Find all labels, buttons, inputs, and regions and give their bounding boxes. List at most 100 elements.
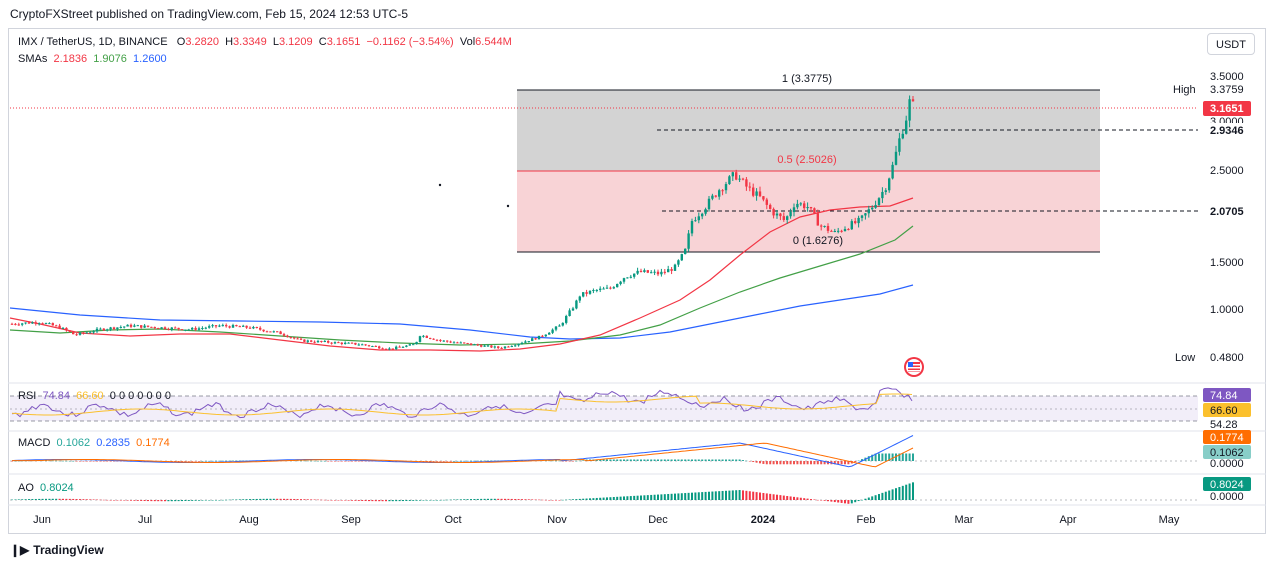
ao-bar [286, 498, 289, 500]
candlestick-series [10, 95, 915, 351]
macd-bar [75, 461, 78, 462]
macd-bar [296, 460, 299, 462]
ao-bar [24, 499, 27, 500]
candle-body [582, 292, 585, 297]
candle-body [473, 344, 476, 346]
tradingview-logo[interactable]: ❙▶ TradingView [10, 543, 104, 557]
macd-bar [650, 459, 653, 461]
macd-bar [351, 461, 353, 462]
macd-legend[interactable]: MACD 0.1062 0.2835 0.1774 [18, 437, 170, 449]
ao-bar [252, 499, 255, 500]
ao-bar [82, 499, 85, 500]
candle-body [626, 277, 629, 279]
ao-bar [106, 499, 109, 501]
ao-bar [48, 498, 51, 500]
ao-bar [585, 498, 588, 500]
ao-bar [113, 500, 115, 501]
macd-bar [334, 461, 336, 462]
candle-body [412, 344, 415, 346]
ao-bar [31, 499, 34, 500]
ao-bar [446, 499, 449, 501]
ao-bar [92, 499, 95, 500]
ao-bar [670, 493, 673, 500]
ao-bar [759, 492, 761, 500]
candle-body [507, 346, 510, 348]
macd-bar [473, 460, 476, 462]
ao-histogram [11, 482, 914, 504]
candle-body [843, 229, 847, 232]
candle-body [140, 325, 143, 328]
candle-body [687, 233, 690, 249]
macd-bar [680, 459, 683, 461]
ao-bar [412, 500, 415, 501]
macd-bar [62, 460, 64, 462]
candle-body [643, 270, 646, 272]
sma-label[interactable]: SMAs [18, 53, 48, 65]
macd-bar [759, 461, 761, 464]
macd-bar [218, 460, 221, 462]
ao-bar [871, 496, 874, 500]
ao-bar [419, 500, 421, 501]
rsi-legend[interactable]: RSI 74.84 66.60 0 0 0 0 0 0 0 [18, 390, 171, 402]
ao-bar [772, 494, 775, 500]
candle-body [129, 324, 133, 327]
ao-bar [187, 500, 190, 501]
candle-body [446, 340, 449, 342]
candle-body [289, 337, 292, 339]
candle-body [327, 340, 330, 343]
candle-body [609, 287, 612, 289]
ao-bar [140, 500, 143, 501]
ao-bar [612, 497, 615, 500]
macd-bar [891, 453, 894, 461]
high-value-box [1203, 82, 1253, 96]
ao-bar [480, 498, 483, 500]
ao-bar [483, 498, 486, 500]
macd-bar [677, 459, 680, 461]
time-tick: Sep [341, 514, 361, 526]
time-axis[interactable]: Jun Jul Aug Sep Oct Nov Dec 2024 Feb Mar… [33, 514, 1180, 526]
macd-hist-value: 0.1062 [56, 437, 91, 449]
candle-body [85, 332, 88, 334]
candle-body [194, 327, 197, 330]
candle-body [480, 345, 483, 347]
macd-bar [106, 461, 109, 462]
candle-body [357, 344, 360, 346]
macd-bar [728, 459, 731, 461]
ao-bar [629, 496, 632, 500]
ao-bar [432, 500, 435, 501]
macd-bar [657, 459, 659, 461]
macd-bar [344, 461, 347, 462]
candle-body [204, 327, 207, 329]
candle-body [568, 310, 571, 317]
candle-body [667, 269, 670, 273]
ao-bar [555, 500, 557, 501]
ao-bar [837, 500, 840, 503]
ao-bar [41, 498, 44, 500]
ao-bar [844, 500, 846, 504]
symbol-name[interactable]: IMX / TetherUS, 1D, BINANCE [18, 36, 168, 48]
macd-bar [306, 460, 309, 462]
candle-body [677, 260, 680, 265]
ao-legend[interactable]: AO 0.8024 [18, 482, 74, 494]
candle-body [187, 329, 190, 331]
macd-bar [623, 459, 625, 461]
macd-bar [204, 460, 207, 462]
macd-bar [765, 461, 768, 465]
ao-bar [888, 490, 891, 500]
candle-body [58, 325, 61, 329]
macd-bar [490, 460, 493, 462]
candle-body [459, 342, 462, 344]
macd-bar [653, 459, 656, 461]
candle-body [592, 290, 595, 292]
candle-body [684, 248, 687, 255]
candle-body [874, 204, 877, 208]
ao-bar [255, 498, 258, 500]
fib-lower-zone [517, 171, 1100, 252]
candle-body [544, 334, 547, 337]
ao-bar [364, 500, 367, 502]
high-label: High [1173, 84, 1196, 96]
candle-body [711, 195, 714, 199]
currency-button[interactable]: USDT [1207, 33, 1255, 55]
candle-body [639, 270, 643, 272]
